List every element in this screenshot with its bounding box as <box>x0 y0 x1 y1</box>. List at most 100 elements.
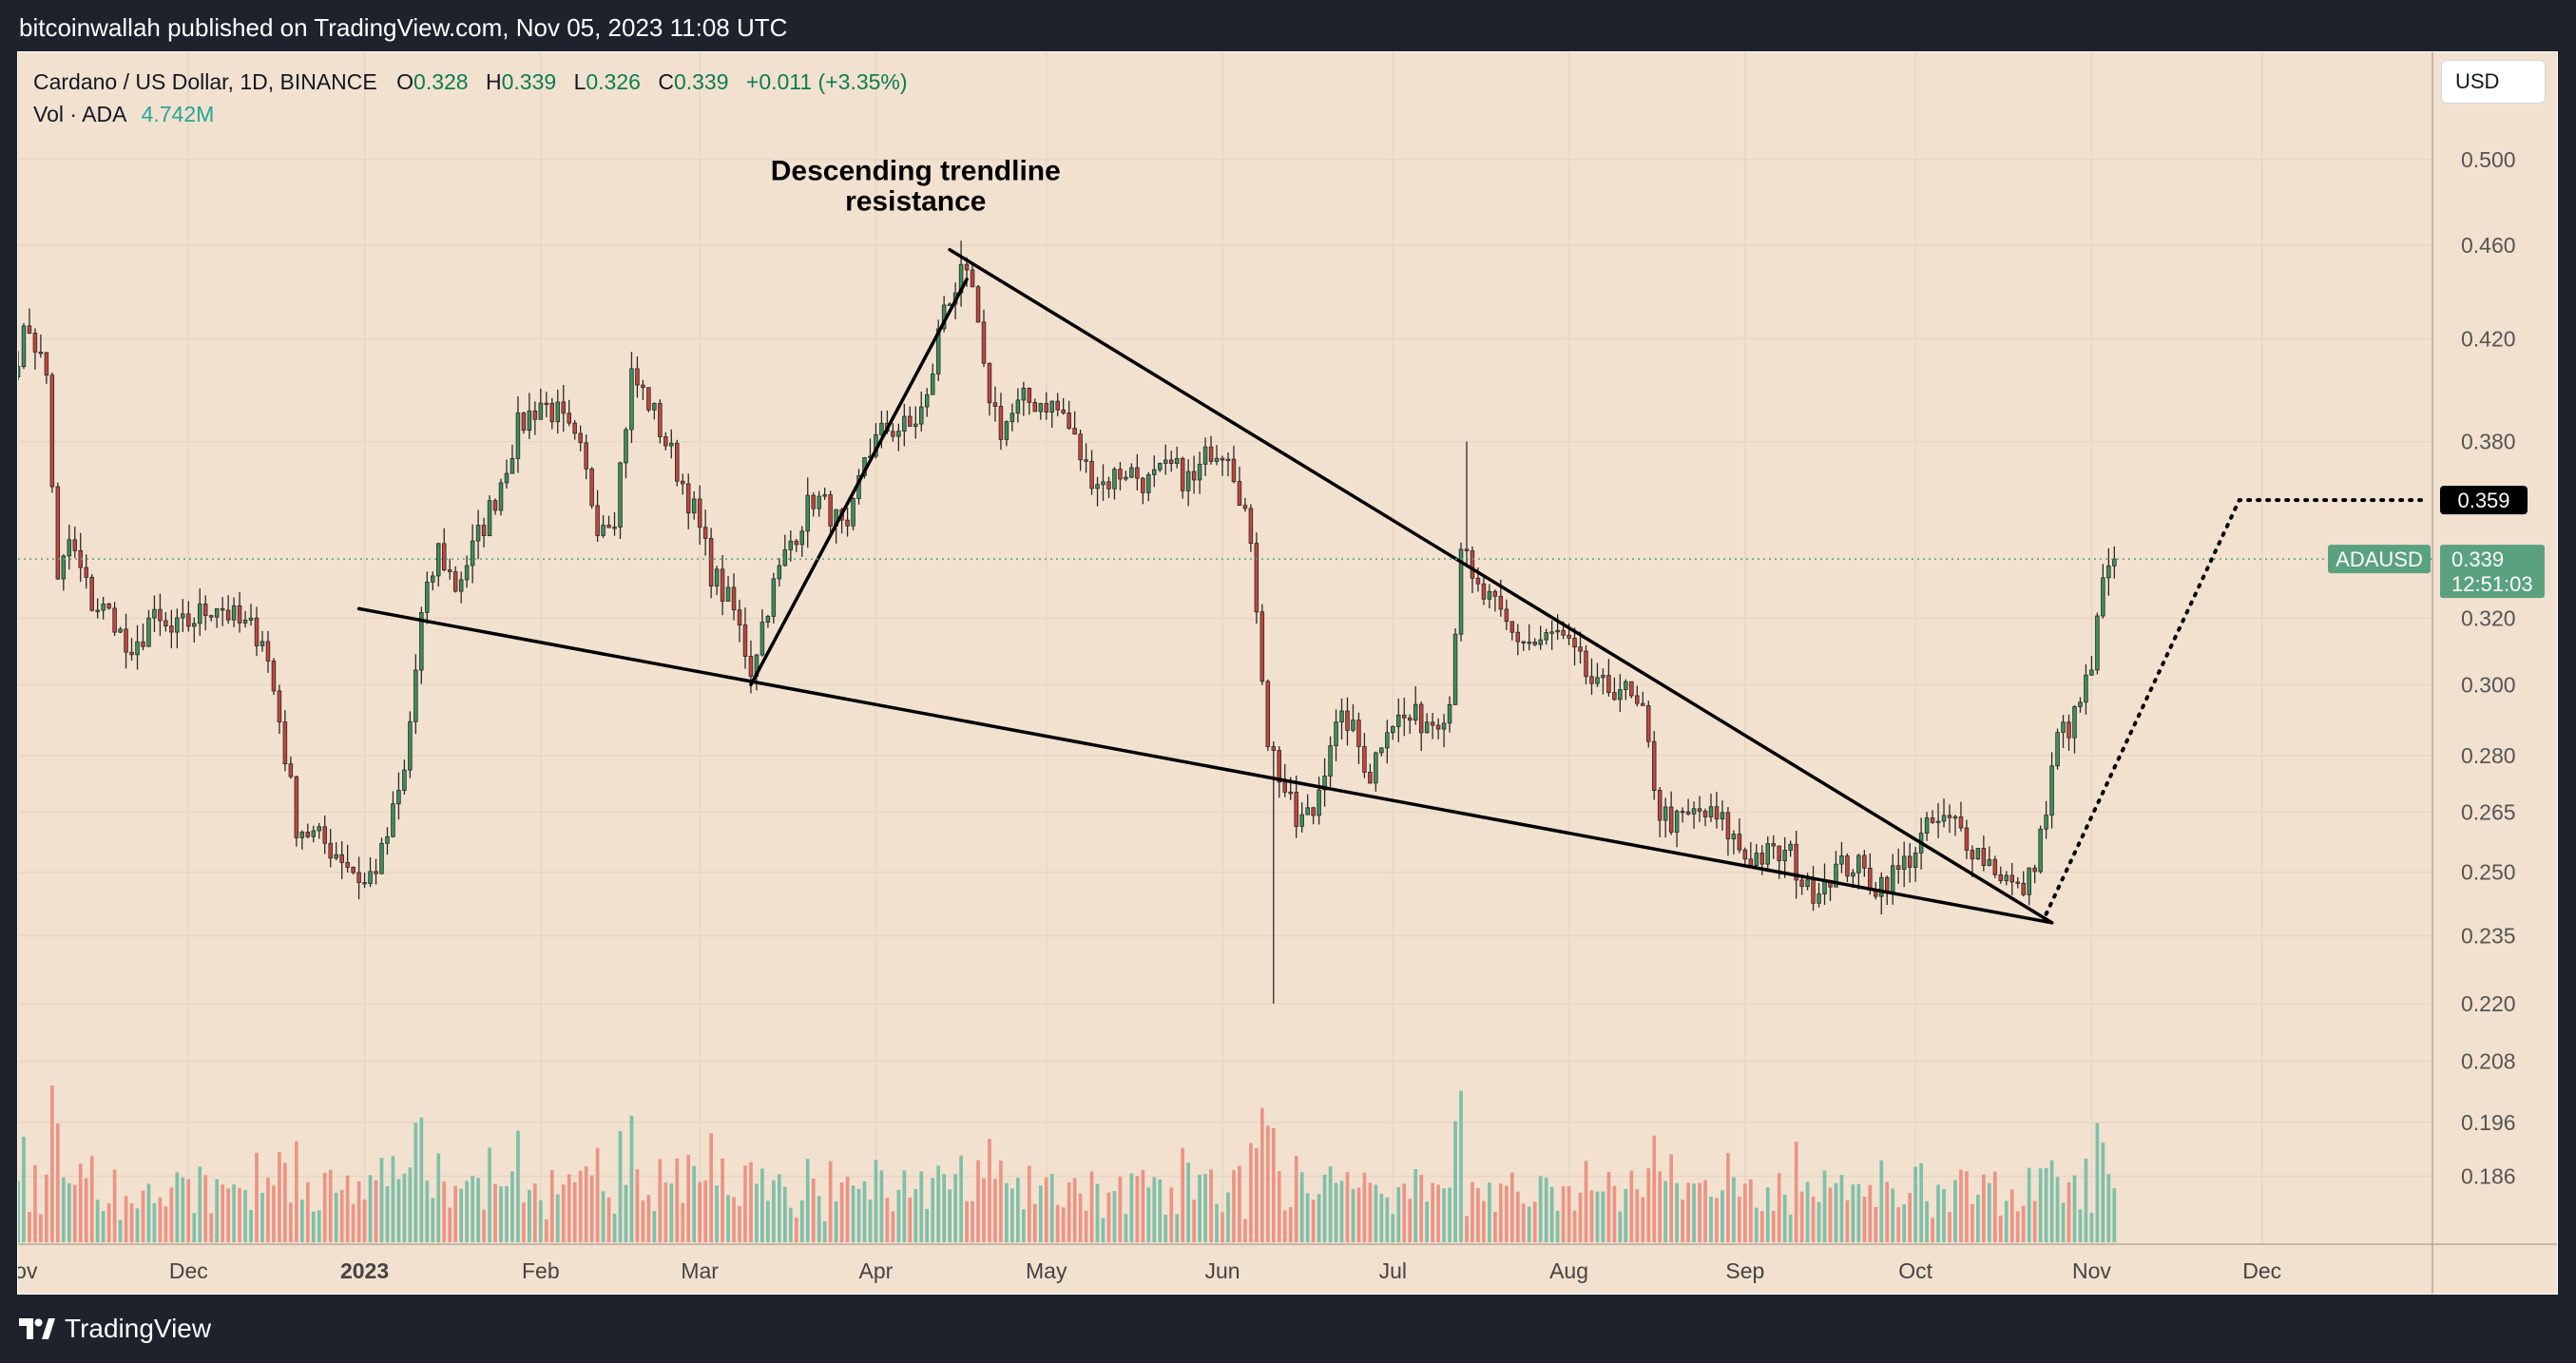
volume-bar <box>538 1200 543 1242</box>
candle-body <box>1822 879 1827 894</box>
volume-bar <box>419 1117 424 1242</box>
candle-body <box>2055 732 2060 767</box>
volume-bar <box>675 1158 680 1242</box>
volume-bar <box>1919 1162 1923 1242</box>
volume-bar <box>84 1178 88 1242</box>
volume-bar <box>124 1196 128 1242</box>
candle-body <box>374 871 378 874</box>
volume-bar <box>1675 1182 1679 1242</box>
volume-label: Vol · ADA <box>33 102 126 126</box>
volume-bar <box>624 1184 628 1242</box>
candle-body <box>1242 505 1248 509</box>
candle-body <box>1845 855 1850 877</box>
candle-body <box>1521 641 1527 643</box>
volume-bar <box>1198 1174 1201 1242</box>
volume-bar <box>567 1174 571 1242</box>
volume-bar <box>396 1179 401 1242</box>
candle-body <box>38 351 44 355</box>
candle-body <box>1561 629 1566 636</box>
volume-bar <box>1992 1171 1997 1242</box>
volume-bar <box>1089 1171 1094 1242</box>
candle-body <box>89 576 94 611</box>
candle-body <box>118 628 123 633</box>
close-value: 0.339 <box>673 69 729 94</box>
volume-bar <box>845 1176 850 1242</box>
volume-bar <box>856 1189 861 1242</box>
volume-bar <box>1896 1207 1901 1242</box>
candle-body <box>271 661 277 692</box>
candle-body <box>175 617 180 633</box>
candle-body <box>2084 674 2088 703</box>
volume-bar <box>328 1169 333 1242</box>
candle-body <box>1391 726 1395 734</box>
volume-bar <box>118 1219 123 1242</box>
candle-body <box>18 366 21 377</box>
volume-bar <box>1532 1201 1537 1242</box>
volume-bar <box>976 1160 980 1242</box>
chart-frame[interactable]: 0.500 0.460 0.420 0.380 0.320 0.300 0.280 0.265… <box>17 51 2558 1295</box>
volume-bar <box>1141 1169 1145 1242</box>
volume-bar <box>146 1183 151 1242</box>
candle-body <box>1567 634 1571 639</box>
volume-bar <box>1282 1210 1287 1242</box>
volume-bar <box>322 1172 327 1242</box>
volume-bar <box>874 1160 878 1242</box>
candle-body <box>1135 467 1140 479</box>
volume-bar <box>1385 1197 1390 1242</box>
candle-body <box>1146 473 1151 493</box>
volume-bar <box>1549 1186 1554 1242</box>
currency-button[interactable]: USD <box>2441 60 2546 104</box>
top-bar: bitcoinwallah published on TradingView.c… <box>0 0 2576 51</box>
volume-bar <box>1488 1182 1491 1242</box>
volume-bar <box>618 1131 623 1242</box>
volume-bar <box>1794 1142 1798 1242</box>
candle-body <box>930 373 935 395</box>
volume-bar <box>2021 1205 2026 1242</box>
volume-bar <box>908 1197 913 1242</box>
candle-body <box>1618 689 1623 701</box>
volume-bar <box>459 1188 464 1242</box>
candle-body <box>896 431 901 437</box>
volume-bar <box>453 1185 458 1242</box>
volume-bar <box>203 1175 208 1242</box>
candle-body <box>470 540 475 566</box>
trendline <box>948 247 2054 925</box>
candle-body <box>1220 457 1225 461</box>
time-tick-label: Dec <box>2242 1258 2281 1283</box>
volume-bar <box>669 1183 674 1242</box>
candle-body <box>141 641 145 647</box>
volume-bar <box>1402 1183 1407 1242</box>
volume-bar <box>1879 1160 1884 1242</box>
candle-body <box>2038 828 2043 873</box>
candle-body <box>981 321 987 364</box>
candle-body <box>1697 808 1702 812</box>
candle-body <box>152 608 157 619</box>
candle-body <box>1498 595 1504 610</box>
candle-body <box>652 403 657 411</box>
volume-bar <box>1652 1135 1657 1242</box>
volume-bar <box>942 1174 947 1242</box>
candle-body <box>1794 843 1798 881</box>
volume-bar <box>1902 1204 1907 1242</box>
tradingview-logo[interactable]: TradingView <box>19 1314 211 1344</box>
price-chart[interactable]: 0.500 0.460 0.420 0.380 0.320 0.300 0.280 0.265… <box>18 52 2558 1295</box>
volume-bar <box>799 1200 804 1242</box>
volume-bar <box>641 1200 645 1242</box>
volume-bar <box>1072 1178 1077 1242</box>
volume-bar <box>1681 1200 1684 1242</box>
candle-body <box>1930 817 1935 823</box>
candle-body <box>1027 387 1032 403</box>
volume-bar <box>1459 1090 1463 1242</box>
volume-bar <box>1465 1216 1469 1242</box>
candle-body <box>1964 827 1970 851</box>
volume-bar <box>1362 1172 1367 1242</box>
candle-body <box>1992 858 1998 875</box>
volume-bar <box>1163 1215 1168 1242</box>
candle-body <box>612 527 617 529</box>
candle-body <box>299 831 305 838</box>
volume-bar <box>772 1180 776 1242</box>
candle-body <box>1839 855 1844 865</box>
symbol-tag <box>2328 545 2431 574</box>
candle-body <box>277 690 282 722</box>
candle-body <box>998 406 1004 440</box>
